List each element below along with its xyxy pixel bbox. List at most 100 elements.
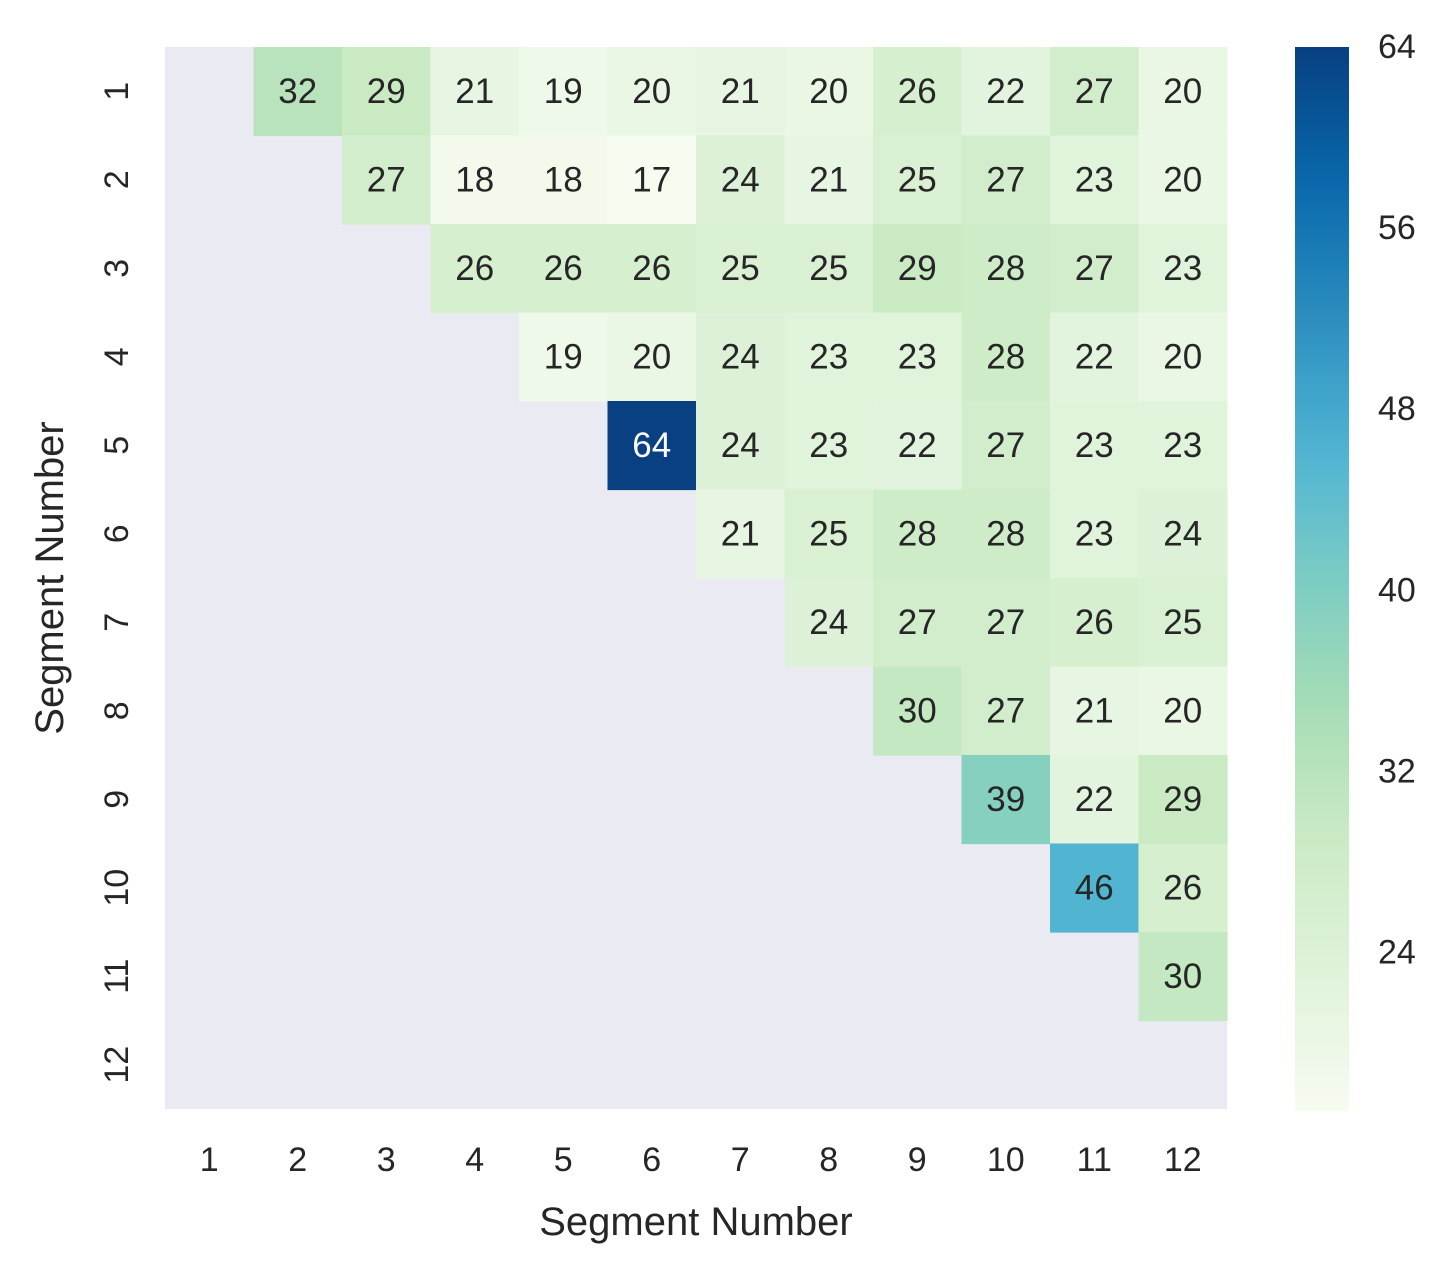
- x-axis-label: Segment Number: [539, 1200, 852, 1244]
- cell-value-label: 28: [898, 514, 937, 553]
- heatmap-cell: [1138, 755, 1228, 845]
- heatmap-cell: [1138, 843, 1228, 933]
- heatmap-cell: [961, 489, 1051, 579]
- cell-value-label: 26: [455, 249, 494, 288]
- heatmap-cell: [1138, 224, 1228, 314]
- cell-value-label: 23: [1163, 249, 1202, 288]
- cell-value-label: 28: [986, 514, 1025, 553]
- cell-value-label: 18: [544, 160, 583, 199]
- y-tick-label: 11: [98, 959, 136, 994]
- cell-value-label: 26: [898, 72, 937, 111]
- heatmap-cells: 32 29 21 19 20 21 20 26 22 27 20 27 18 18 17 24 21 25 27 23…: [253, 47, 1228, 1022]
- y-tick-label: 10: [98, 869, 136, 907]
- cell-value-label: 21: [455, 72, 494, 111]
- cell-value-label: 20: [632, 337, 671, 376]
- cell-value-label: 21: [809, 160, 848, 199]
- cell-value-label: 19: [544, 72, 583, 111]
- colorbar-tick-label: 48: [1378, 390, 1416, 428]
- cell-value-label: 23: [1075, 160, 1114, 199]
- x-tick-label: 11: [1077, 1141, 1112, 1179]
- y-tick-label: 9: [98, 790, 136, 809]
- cell-value-label: 24: [721, 337, 760, 376]
- heatmap-cell: [784, 47, 874, 137]
- heatmap-cell: [873, 47, 963, 137]
- heatmap-cell: [430, 47, 520, 137]
- cell-value-label: 25: [809, 514, 848, 553]
- y-tick-label: 1: [98, 82, 136, 101]
- cell-value-label: 26: [632, 249, 671, 288]
- heatmap-cell: [784, 401, 874, 491]
- heatmap-cell: [342, 47, 432, 137]
- cell-value-label: 25: [721, 249, 760, 288]
- heatmap-cell: [1138, 312, 1228, 402]
- x-tick-label: 3: [377, 1141, 396, 1179]
- heatmap-cell: [607, 312, 697, 402]
- cell-value-label: 24: [721, 426, 760, 465]
- heatmap-cell: [607, 224, 697, 314]
- cell-value-label: 25: [1163, 603, 1202, 642]
- cell-value-label: 26: [1163, 868, 1202, 907]
- heatmap-cell: [873, 578, 963, 668]
- heatmap-cell: [696, 312, 786, 402]
- x-tick-labels: 1 2 3 4 5 6 7 8 9 10 11 12: [200, 1141, 1202, 1179]
- cell-value-label: 19: [544, 337, 583, 376]
- heatmap-cell: [1050, 666, 1140, 756]
- heatmap-cell: [519, 135, 609, 225]
- heatmap-cell: [1050, 755, 1140, 845]
- cell-value-label: 23: [809, 337, 848, 376]
- heatmap-cell: [607, 135, 697, 225]
- cell-value-label: 21: [721, 514, 760, 553]
- cell-value-label: 20: [1163, 337, 1202, 376]
- colorbar-tick-label: 40: [1378, 571, 1416, 609]
- cell-value-label: 25: [809, 249, 848, 288]
- cell-value-label: 27: [1075, 72, 1114, 111]
- cell-value-label: 32: [278, 72, 317, 111]
- heatmap-cell: [873, 135, 963, 225]
- heatmap-cell: [1138, 135, 1228, 225]
- heatmap-cell: [873, 489, 963, 579]
- heatmap-cell: [961, 135, 1051, 225]
- heatmap-cell: [784, 224, 874, 314]
- y-tick-label: 5: [98, 436, 136, 455]
- cell-value-label: 20: [1163, 72, 1202, 111]
- x-tick-label: 4: [465, 1141, 484, 1179]
- cell-value-label: 27: [986, 603, 1025, 642]
- x-tick-label: 9: [908, 1141, 927, 1179]
- heatmap-cell: [961, 755, 1051, 845]
- heatmap-cell: [607, 47, 697, 137]
- cell-value-label: 18: [455, 160, 494, 199]
- y-tick-label: 3: [98, 259, 136, 278]
- cell-value-label: 23: [809, 426, 848, 465]
- heatmap-cell: [961, 666, 1051, 756]
- cell-value-label: 27: [986, 426, 1025, 465]
- x-tick-label: 6: [642, 1141, 661, 1179]
- cell-value-label: 22: [1075, 780, 1114, 819]
- cell-value-label: 22: [1075, 337, 1114, 376]
- y-tick-label: 12: [98, 1046, 136, 1084]
- heatmap-cell: [961, 312, 1051, 402]
- heatmap-cell: [1050, 47, 1140, 137]
- colorbar-tick-label: 56: [1378, 209, 1416, 247]
- cell-value-label: 23: [898, 337, 937, 376]
- cell-value-label: 39: [986, 780, 1025, 819]
- heatmap-cell: [961, 578, 1051, 668]
- cell-value-label: 46: [1075, 868, 1114, 907]
- cell-value-label: 24: [809, 603, 848, 642]
- x-tick-label: 8: [819, 1141, 838, 1179]
- cell-value-label: 23: [1163, 426, 1202, 465]
- cell-value-label: 23: [1075, 426, 1114, 465]
- cell-value-label: 20: [632, 72, 671, 111]
- heatmap-cell: [519, 224, 609, 314]
- x-tick-label: 10: [987, 1141, 1025, 1179]
- x-tick-label: 1: [200, 1141, 219, 1179]
- cell-value-label: 28: [986, 249, 1025, 288]
- y-tick-label: 6: [98, 524, 136, 543]
- heatmap-cell: [1138, 47, 1228, 137]
- heatmap-cell: [1050, 135, 1140, 225]
- colorbar-tick-label: 32: [1378, 752, 1416, 790]
- heatmap-cell: [961, 401, 1051, 491]
- cell-value-label: 27: [986, 160, 1025, 199]
- heatmap-cell: [873, 666, 963, 756]
- heatmap-cell: [873, 312, 963, 402]
